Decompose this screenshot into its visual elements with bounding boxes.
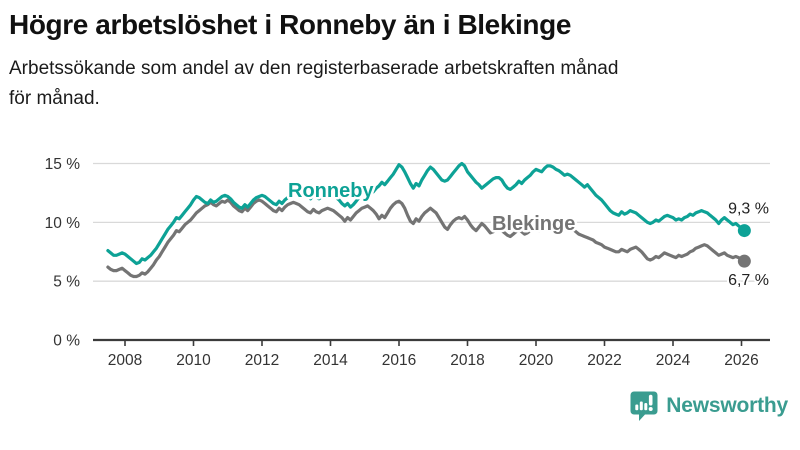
x-tick-label: 2010 bbox=[176, 352, 211, 369]
y-tick-label: 10 % bbox=[45, 215, 81, 232]
x-tick-label: 2018 bbox=[450, 352, 484, 369]
series-label-ronneby: Ronneby bbox=[288, 180, 374, 202]
chart-subtitle-line2: för månad. bbox=[9, 87, 100, 109]
chart-subtitle: Arbetssökande som andel av den registerb… bbox=[9, 54, 788, 113]
y-tick-label: 0 % bbox=[53, 333, 80, 350]
chart-area: 0 % 5 % 10 % 15 % 2008 2010 2012 2014 2016 2018 20… bbox=[0, 113, 800, 383]
x-tick-label: 2014 bbox=[313, 352, 348, 369]
x-tick-label: 2024 bbox=[656, 352, 691, 369]
x-tick-label: 2008 bbox=[108, 352, 142, 369]
end-dot-ronneby bbox=[737, 224, 751, 238]
series-line-blekinge bbox=[106, 198, 747, 279]
chart-svg: 0 % 5 % 10 % 15 % 2008 2010 2012 2014 2016 2018 20… bbox=[45, 156, 771, 369]
x-tick-label: 2016 bbox=[382, 352, 416, 369]
series-line-ronneby bbox=[106, 161, 747, 266]
newsworthy-logo-icon bbox=[630, 391, 658, 422]
y-tick-label: 5 % bbox=[53, 274, 80, 291]
chart-title: Högre arbetslöshet i Ronneby än i Blekin… bbox=[9, 9, 571, 40]
x-tick-label: 2012 bbox=[245, 352, 279, 369]
newsworthy-logo[interactable]: Newsworthy bbox=[629, 390, 788, 422]
x-tick-label: 2020 bbox=[519, 352, 554, 369]
chart-header: Högre arbetslöshet i Ronneby än i Blekin… bbox=[0, 0, 800, 113]
footer: Newsworthy bbox=[0, 383, 800, 429]
newsworthy-wordmark: Newsworthy bbox=[666, 394, 788, 418]
end-dot-blekinge bbox=[737, 254, 751, 268]
x-tick-label: 2022 bbox=[587, 352, 621, 369]
x-tick-label: 2026 bbox=[724, 352, 758, 369]
end-value-label-blekinge: 6,7 % bbox=[728, 272, 769, 289]
y-tick-label: 15 % bbox=[45, 156, 81, 173]
chart-subtitle-line1: Arbetssökande som andel av den registerb… bbox=[9, 58, 619, 80]
series-label-blekinge: Blekinge bbox=[492, 213, 575, 235]
end-value-label-ronneby: 9,3 % bbox=[728, 201, 769, 218]
